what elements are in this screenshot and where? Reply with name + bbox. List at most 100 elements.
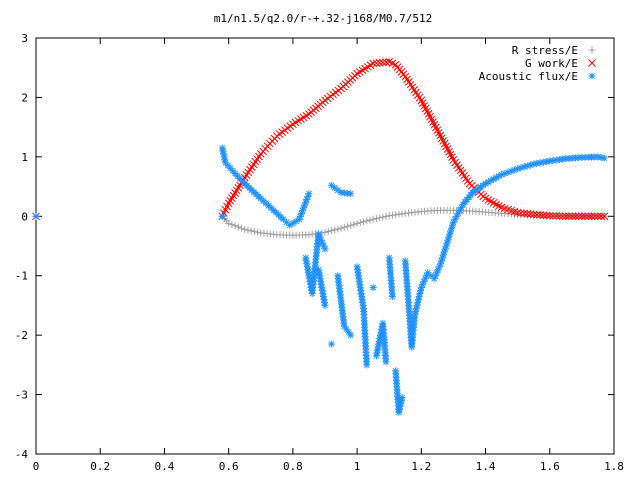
data-point (379, 213, 387, 221)
data-point (584, 212, 593, 221)
data-point (254, 228, 262, 236)
data-point (321, 245, 329, 253)
data-point (590, 212, 599, 221)
data-point (331, 226, 339, 234)
legend-marker (588, 72, 596, 80)
data-point (369, 59, 378, 68)
data-point (327, 340, 335, 348)
data-point (382, 212, 390, 220)
legend-marker (588, 59, 596, 67)
data-point (565, 212, 573, 221)
data-point (369, 284, 377, 292)
series-1 (32, 57, 609, 221)
x-tick-label: 0 (33, 460, 40, 473)
data-point (363, 361, 371, 369)
data-point (513, 208, 522, 217)
x-tick-label: 0.2 (90, 460, 110, 473)
data-point (321, 301, 329, 309)
data-point (321, 228, 329, 236)
data-point (600, 154, 608, 162)
data-point (561, 212, 570, 221)
data-point (343, 222, 351, 230)
data-point (510, 166, 518, 174)
data-point (523, 209, 532, 218)
data-point (353, 219, 361, 227)
data-points (32, 57, 609, 416)
data-point (350, 220, 358, 228)
data-point (545, 211, 554, 220)
data-point (244, 226, 252, 234)
data-point (490, 175, 498, 183)
y-tick-label: 3 (21, 32, 28, 45)
data-point (398, 394, 406, 402)
data-point (526, 210, 535, 218)
x-tick-label: 0.4 (155, 460, 175, 473)
data-point (327, 181, 335, 189)
data-point (542, 211, 551, 220)
x-tick-label: 1 (354, 460, 361, 473)
data-point (360, 218, 368, 226)
data-point (539, 211, 548, 220)
data-point (337, 224, 345, 232)
data-point (372, 59, 381, 68)
data-point (388, 293, 396, 301)
data-point (568, 212, 577, 221)
data-point (241, 225, 249, 233)
y-tick-label: 1 (21, 151, 28, 164)
data-point (238, 224, 246, 232)
data-point (305, 190, 313, 198)
data-point (347, 221, 355, 229)
data-point (347, 190, 355, 198)
data-point (587, 212, 596, 221)
data-point (218, 212, 226, 220)
y-tick-label: -1 (15, 270, 28, 283)
data-point (446, 230, 454, 238)
data-point (558, 212, 567, 221)
data-point (378, 58, 387, 67)
data-point (529, 210, 538, 219)
data-point (369, 215, 377, 223)
data-point (347, 331, 355, 339)
x-tick-label: 1.6 (540, 460, 560, 473)
data-point (228, 221, 236, 229)
x-tick-label: 1.8 (604, 460, 624, 473)
data-point (231, 222, 239, 230)
data-point (536, 211, 544, 219)
data-point (597, 212, 606, 221)
data-point (327, 227, 335, 235)
y-tick-label: 0 (21, 210, 28, 223)
legend-marker (588, 46, 596, 54)
y-tick-label: -4 (15, 448, 29, 461)
series-2 (32, 144, 608, 416)
data-point (382, 58, 390, 66)
data-point (324, 227, 332, 235)
x-tick-label: 1.2 (411, 460, 431, 473)
data-point (571, 212, 580, 221)
data-point (578, 212, 586, 221)
data-point (517, 209, 525, 217)
data-point (250, 227, 258, 235)
y-tick-label: -3 (15, 389, 28, 402)
x-tick-label: 0.8 (283, 460, 303, 473)
y-tick-label: 2 (21, 91, 28, 104)
data-point (340, 223, 348, 231)
data-point (555, 212, 564, 220)
x-tick-label: 1.4 (476, 460, 496, 473)
data-point (363, 217, 371, 225)
data-point (376, 214, 384, 222)
data-point (581, 212, 589, 221)
axis-ticks: 0 0.2 0.4 0.6 0.8 1 1.2 1.4 1.6 1.8 3 2 1 0 -1 -2 -3 -4 (15, 32, 624, 473)
legend-label: G work/E (525, 57, 578, 70)
data-point (424, 269, 432, 277)
data-point (382, 358, 390, 366)
legend-label: Acoustic flux/E (479, 70, 578, 83)
data-point (334, 225, 342, 233)
data-point (536, 159, 544, 167)
data-point (594, 212, 602, 221)
data-point (574, 212, 583, 221)
data-point (533, 210, 541, 219)
data-point (366, 216, 374, 224)
data-point (375, 58, 384, 67)
